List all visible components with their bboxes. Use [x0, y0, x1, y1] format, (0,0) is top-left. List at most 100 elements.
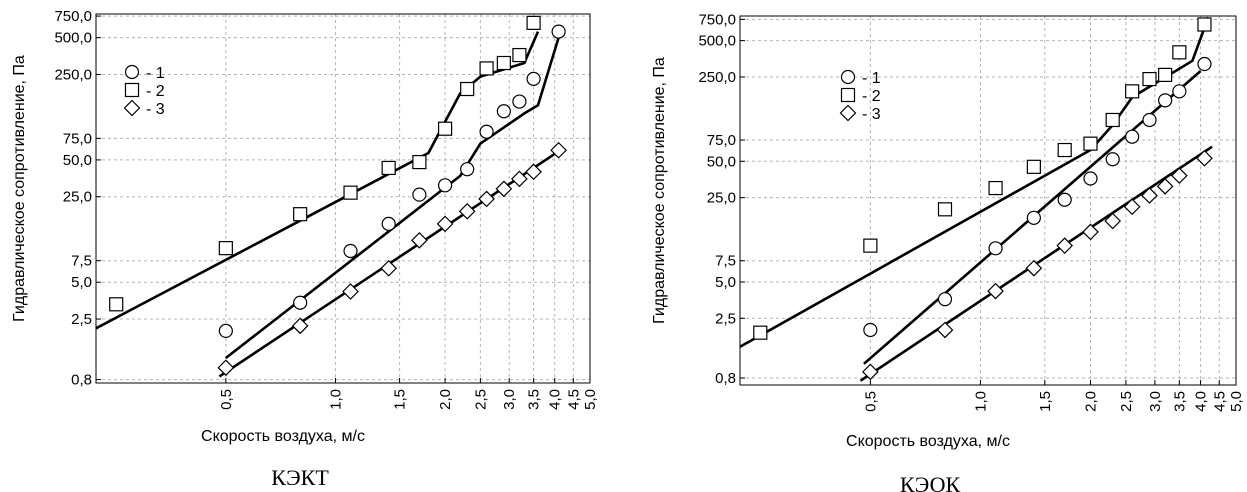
data-point-diamond [217, 359, 235, 377]
legend-marker-diamond [839, 104, 857, 122]
x-tick-label: 0,5 [218, 389, 235, 410]
chart-caption: КЭОК [900, 472, 961, 492]
data-point-circle [1105, 152, 1120, 167]
data-point-circle [1125, 129, 1140, 144]
data-point-diamond [495, 180, 513, 198]
data-point-square [1197, 17, 1212, 32]
data-point-diamond [511, 170, 528, 188]
legend-marker-square [840, 87, 856, 103]
data-point-square [109, 297, 124, 312]
chart-caption: КЭКТ [271, 465, 329, 490]
y-tick-label: 250,0 [698, 69, 736, 86]
y-tick-label: 75,0 [63, 130, 92, 147]
x-tick-label: 1,0 [327, 389, 344, 410]
data-point-diamond [1025, 259, 1043, 277]
data-point-circle [1142, 112, 1157, 128]
data-point-diamond [291, 317, 309, 335]
x-tick-label: 3,5 [526, 389, 543, 410]
data-point-diamond [1104, 212, 1122, 230]
y-tick-label: 50,0 [63, 152, 92, 169]
legend-label: - 2 [146, 83, 165, 100]
data-point-square [988, 180, 1003, 196]
data-point-square [218, 241, 233, 256]
data-point-diamond [1141, 187, 1158, 204]
data-point-circle [479, 124, 494, 139]
data-point-circle [551, 24, 566, 39]
data-point-circle [1172, 84, 1187, 99]
data-point-circle [460, 162, 475, 177]
legend-label: - 3 [146, 101, 165, 118]
x-tick-label: 3,0 [501, 389, 518, 410]
data-point-square [293, 207, 308, 222]
series-2 [739, 16, 1212, 348]
data-point-diamond [550, 141, 567, 159]
data-point-square [1105, 112, 1120, 128]
data-point-square [496, 55, 511, 71]
legend-marker-circle [124, 64, 140, 80]
y-tick-label: 500,0 [54, 30, 92, 47]
data-point-circle [1083, 171, 1098, 186]
data-point-square [753, 325, 768, 340]
chart-keok: 0,8 2,5 5,0 7,5 25,0 50,0 75,0 250,0 500,0 750,0 0… [651, 11, 1245, 492]
x-tick-label: 2,5 [1118, 391, 1135, 412]
data-point-circle [1026, 210, 1041, 225]
series-3 [859, 145, 1213, 382]
series-1 [863, 56, 1212, 365]
x-axis-title: Скорость воздуха, м/с [201, 428, 365, 445]
chart-kekt: 0,8 2,5 5,0 7,5 25,0 50,0 75,0 250,0 500,0 750,0 0… [11, 8, 599, 490]
data-point-circle [218, 323, 233, 339]
y-tick-label: 5,0 [715, 274, 736, 291]
data-point-square [343, 185, 358, 200]
data-point-diamond [936, 321, 954, 339]
y-tick-label: 500,0 [698, 33, 736, 50]
x-tick-label: 1,5 [1037, 391, 1054, 412]
x-tick-label: 2,0 [437, 389, 454, 410]
data-point-diamond [478, 190, 495, 208]
series-3 [217, 141, 567, 378]
data-point-circle [496, 104, 511, 119]
y-tick-label: 750,0 [54, 8, 92, 25]
y-tick-label: 750,0 [698, 11, 736, 28]
data-point-circle [512, 94, 527, 109]
data-point-diamond [1171, 167, 1188, 185]
x-tick-label: 5,0 [582, 389, 599, 410]
data-point-square [1172, 45, 1187, 60]
data-point-square [412, 154, 427, 170]
fit-line [739, 16, 1210, 348]
data-point-diamond [1156, 178, 1174, 195]
data-point-diamond [411, 232, 428, 249]
y-axis-title: Гидравлическое сопротивление, Па [11, 55, 28, 322]
plot-frame [95, 13, 591, 384]
x-tick-label: 4,0 [1193, 391, 1210, 412]
data-point-circle [863, 322, 878, 338]
y-tick-label: 25,0 [63, 189, 92, 206]
data-point-square [437, 121, 453, 136]
x-tick-label: 4,5 [1211, 391, 1228, 412]
data-point-circle [293, 295, 308, 310]
data-point-square [460, 81, 475, 97]
data-point-square [1083, 136, 1098, 151]
data-point-diamond [458, 202, 476, 220]
legend-label: - 1 [146, 65, 165, 82]
y-tick-label: 50,0 [707, 153, 736, 170]
data-point-diamond [525, 163, 542, 181]
x-tick-label: 0,5 [862, 391, 879, 412]
x-tick-label: 5,0 [1228, 391, 1245, 412]
data-point-diamond [1082, 223, 1099, 241]
legend-label: - 2 [862, 88, 881, 105]
data-point-diamond [436, 215, 454, 233]
data-point-square [479, 61, 494, 76]
data-point-circle [343, 243, 358, 259]
data-point-diamond [862, 363, 879, 381]
y-tick-label: 7,5 [715, 253, 736, 270]
x-axis-title: Скорость воздуха, м/с [846, 433, 1010, 450]
data-point-circle [437, 178, 453, 193]
data-point-square [1026, 159, 1041, 174]
y-tick-label: 75,0 [707, 132, 736, 149]
data-point-square [512, 47, 527, 63]
y-tick-label: 2,5 [715, 310, 736, 327]
legend-marker-square [124, 82, 140, 98]
data-point-square [937, 202, 953, 217]
x-tick-label: 2,0 [1082, 391, 1099, 412]
data-point-diamond [1123, 198, 1141, 216]
